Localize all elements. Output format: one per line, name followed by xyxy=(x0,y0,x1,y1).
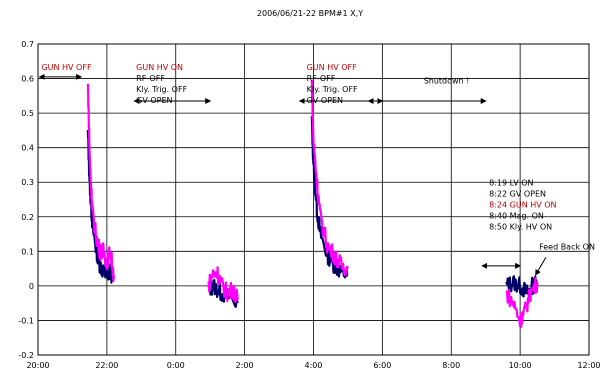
x-tick-label: 4:00 xyxy=(305,361,323,370)
y-tick-label: 0.3 xyxy=(21,178,34,187)
y-tick-label: 0.2 xyxy=(21,213,34,222)
axes: -0.2 -0.1 0 0.1 0.2 0.3 0.4 0.5 0.6 0.7 20:00 22:00… xyxy=(18,40,600,370)
x-tick-label: 2:00 xyxy=(236,361,254,370)
annotation-text: Shutdown ! xyxy=(424,77,470,86)
annotation: GUN HV ON RF-OFF Kly. Trig. OFF GV OPEN xyxy=(133,63,212,105)
pointer-arrow xyxy=(535,256,547,276)
x-tick-label: 6:00 xyxy=(373,361,391,370)
y-tick-label: -0.2 xyxy=(18,351,34,360)
series-y-trace xyxy=(207,266,239,303)
y-tick-label: 0.6 xyxy=(21,75,34,84)
y-tick-label: 0.1 xyxy=(21,247,34,256)
chart-title: 2006/06/21-22 BPM#1 X,Y xyxy=(257,9,363,18)
x-tick-label: 22:00 xyxy=(95,361,118,370)
x-tick-label: 20:00 xyxy=(26,361,49,370)
annotation-text: GUN HV ON xyxy=(136,63,183,72)
x-tick-label: 0:00 xyxy=(167,361,185,370)
annotation-text: 8:24 GUN HV ON xyxy=(489,201,556,210)
annotation-text: 8:22 GV OPEN xyxy=(489,190,546,199)
annotation-text: Kly. Trig. OFF xyxy=(307,85,358,94)
annotation-text: RF-OFF xyxy=(307,74,336,83)
series-layer xyxy=(86,80,539,328)
y-tick-label: -0.1 xyxy=(18,316,34,325)
annotation-text: 8:40 Mag. ON xyxy=(489,212,544,221)
series-y-trace xyxy=(505,277,539,328)
series-y-trace xyxy=(310,80,349,277)
annotation-text: 8:19 LV ON xyxy=(489,179,533,188)
annotation-text: 8:50 Kly. HV ON xyxy=(489,223,552,232)
plot-frame xyxy=(37,43,590,356)
annotation: GUN HV OFF xyxy=(38,63,92,80)
y-tick-label: 0.5 xyxy=(21,109,34,118)
annotation: Shutdown ! xyxy=(367,77,487,105)
series-y-trace xyxy=(86,83,115,283)
annotation-text: GUN HV OFF xyxy=(41,63,92,72)
y-tick-label: 0.4 xyxy=(21,144,34,153)
y-tick-label: 0 xyxy=(29,282,34,291)
annotation-text: Kly. Trig. OFF xyxy=(136,85,187,94)
annotation-text: GV OPEN xyxy=(307,96,343,105)
x-tick-label: 10:00 xyxy=(509,361,532,370)
annotation-text: Feed Back ON xyxy=(539,243,595,252)
x-tick-label: 12:00 xyxy=(577,361,600,370)
series-x-trace xyxy=(310,116,349,279)
x-tick-label: 8:00 xyxy=(442,361,460,370)
annotation: Feed Back ON xyxy=(535,243,595,276)
series-x-trace xyxy=(86,129,115,284)
annotation-text: GUN HV OFF xyxy=(307,63,358,72)
annotation-text: GV OPEN xyxy=(136,96,172,105)
y-tick-label: 0.7 xyxy=(21,40,34,49)
annotation: 8:19 LV ON 8:22 GV OPEN 8:24 GUN HV ON 8:40… xyxy=(481,179,557,269)
annotation-text: RF-OFF xyxy=(136,74,165,83)
